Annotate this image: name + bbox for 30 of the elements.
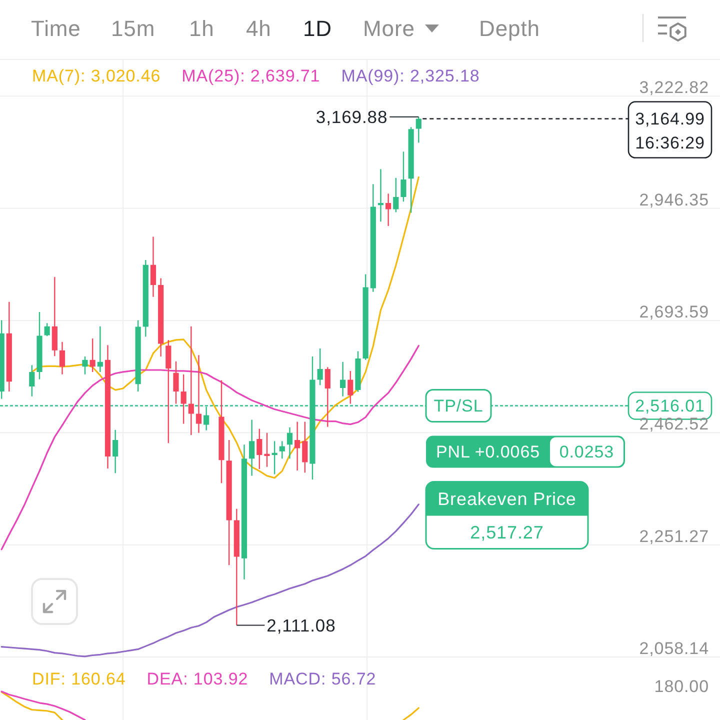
y-tick-label: 2,946.35	[639, 190, 709, 210]
text: 2,517.27	[470, 522, 544, 543]
text: Breakeven Price	[438, 489, 576, 510]
text: TP/SL	[434, 396, 484, 416]
text: More	[363, 16, 415, 42]
text: Depth	[479, 16, 540, 42]
annotation: 2,111.08	[266, 615, 336, 636]
annotation: 3,169.88	[316, 106, 388, 127]
text: 4h	[246, 16, 272, 42]
y-tick-label: 2,462.52	[639, 414, 709, 434]
text: 1h	[189, 16, 214, 42]
legend-label: MACD: 56.72	[269, 669, 376, 688]
text: 1D	[303, 16, 332, 42]
ref-line-label: 3,164.99	[635, 110, 705, 129]
text: MA(99): 2,325.18	[341, 66, 480, 86]
series-label: DIF: 160.64	[32, 669, 126, 688]
text: 0.0253	[559, 442, 614, 462]
text: 16:36:29	[635, 134, 705, 153]
text: DEA: 103.92	[146, 669, 248, 688]
y-tick-label: 2,251.27	[639, 526, 709, 546]
y-tick-label: 2,058.14	[639, 638, 709, 658]
text: 180.00	[654, 676, 709, 696]
y-tick-label: 3,222.82	[639, 78, 709, 98]
text: MA(25): 2,639.71	[182, 66, 320, 86]
y-tick-label: 2,693.59	[639, 302, 709, 322]
text: PNL +0.0065	[436, 442, 540, 462]
text: MA(7): 3,020.46	[32, 66, 161, 86]
text: Time	[31, 16, 81, 42]
text: 15m	[111, 16, 156, 42]
ref-line-label: 2,516.01	[635, 396, 705, 416]
